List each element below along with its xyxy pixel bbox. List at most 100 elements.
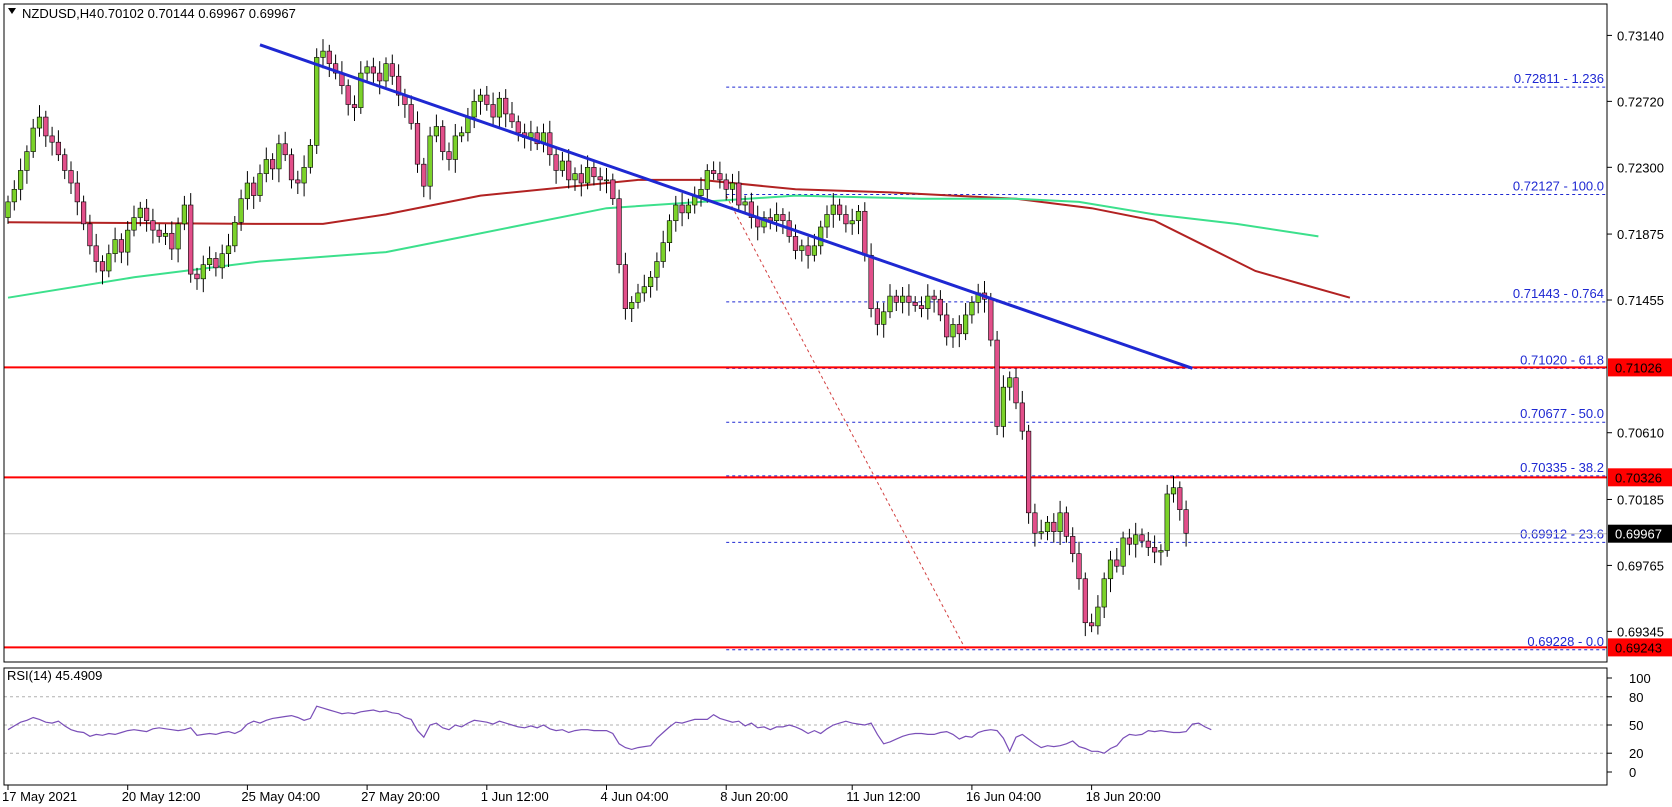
price-tick-label: 0.69765 xyxy=(1617,558,1664,573)
candle-body xyxy=(99,261,106,272)
candle-body xyxy=(276,143,282,170)
candle-body xyxy=(24,151,30,171)
candle-body xyxy=(874,308,880,325)
candle-body xyxy=(591,167,597,178)
candle-body xyxy=(830,204,836,215)
level-price-badge xyxy=(1608,468,1672,487)
candle-body xyxy=(1051,521,1057,532)
candle-body xyxy=(899,295,906,303)
candle-body xyxy=(969,302,975,316)
candle-body xyxy=(761,217,767,228)
candle-body xyxy=(925,295,931,309)
candle-body xyxy=(836,204,843,215)
candle-body xyxy=(194,273,200,280)
candle-body xyxy=(43,116,49,137)
candle-body xyxy=(887,295,893,313)
candle-body xyxy=(1089,622,1095,627)
candle-body xyxy=(1114,559,1120,567)
candle-body xyxy=(660,242,666,262)
candle-body xyxy=(351,104,358,108)
candle-body xyxy=(162,232,169,237)
time-tick-label: 18 Jun 20:00 xyxy=(1086,789,1161,804)
candle-body xyxy=(421,163,427,187)
candle-body xyxy=(1013,377,1019,404)
time-tick-label: 11 Jun 12:00 xyxy=(846,789,920,804)
candles xyxy=(5,39,1189,637)
fib-level-label: 0.69228 - 0.0 xyxy=(1527,634,1604,649)
fib-level-label: 0.72127 - 100.0 xyxy=(1513,178,1604,193)
candle-body xyxy=(578,173,584,184)
candle-body xyxy=(906,295,912,303)
candle-body xyxy=(269,159,276,170)
candle-body xyxy=(301,167,307,184)
candle-body xyxy=(446,151,452,160)
candle-body xyxy=(1120,537,1126,567)
candle-body xyxy=(377,72,383,82)
candle-body xyxy=(106,253,112,272)
candle-body xyxy=(818,226,824,247)
candle-body xyxy=(1177,487,1183,510)
fib-diagonal-line xyxy=(725,195,967,650)
moving-average-line xyxy=(7,178,1351,299)
candle-body xyxy=(1095,606,1101,627)
candle-body xyxy=(1139,534,1145,542)
main-plot: 0.72811 - 1.236 0.72127 - 100.0 0.71443 - … xyxy=(4,39,1607,651)
candle-body xyxy=(710,170,717,174)
candle-body xyxy=(1082,578,1088,624)
candle-body xyxy=(635,292,641,303)
fib-level-label: 0.70677 - 50.0 xyxy=(1520,406,1604,421)
candle-body xyxy=(931,295,937,300)
candle-body xyxy=(219,253,225,269)
candle-body xyxy=(723,179,729,190)
level-price-badge xyxy=(1608,358,1672,377)
candle-body xyxy=(213,258,219,269)
candle-body xyxy=(1145,540,1151,548)
candle-body xyxy=(679,204,685,214)
candle-body xyxy=(440,126,446,152)
candle-body xyxy=(232,221,238,247)
candle-body xyxy=(704,170,710,190)
candle-body xyxy=(263,159,269,174)
candle-body xyxy=(893,295,899,303)
candle-body xyxy=(824,214,830,228)
candle-body xyxy=(112,239,118,254)
candle-body xyxy=(1070,536,1076,554)
candle-body xyxy=(868,254,874,309)
rsi-line xyxy=(7,705,1212,754)
rsi-tick-label: 100 xyxy=(1629,671,1651,686)
candle-body xyxy=(748,201,754,218)
candle-body xyxy=(610,179,616,200)
candle-body xyxy=(307,145,314,168)
candle-body xyxy=(55,141,61,156)
candle-body xyxy=(1076,553,1082,580)
candle-body xyxy=(1007,377,1013,388)
current-price-label: 0.69967 xyxy=(1615,527,1662,542)
price-tick-label: 0.71455 xyxy=(1617,293,1664,308)
candle-body xyxy=(566,160,572,181)
candle-body xyxy=(503,97,509,115)
candle-body xyxy=(584,167,591,184)
symbol-header: NZDUSD,H4 xyxy=(22,6,96,21)
rsi-tick-label: 0 xyxy=(1629,765,1636,780)
candle-body xyxy=(490,104,496,118)
candle-body xyxy=(773,214,780,222)
candle-body xyxy=(629,302,635,309)
candle-body xyxy=(408,104,414,124)
candle-body xyxy=(358,72,364,108)
axes: 0.73140 0.72720 0.72300 0.71875 0.71455 0.706… xyxy=(2,3,1672,804)
candle-body xyxy=(496,97,503,118)
candle-body xyxy=(169,232,175,250)
candle-body xyxy=(1038,531,1044,534)
candle-body xyxy=(950,324,956,338)
candle-body xyxy=(477,94,484,102)
candle-body xyxy=(799,245,805,251)
candle-body xyxy=(93,245,99,262)
candle-body xyxy=(1000,386,1006,427)
rsi-tick-label: 50 xyxy=(1629,718,1643,733)
candle-body xyxy=(698,189,704,196)
candle-body xyxy=(811,245,817,256)
candle-body xyxy=(458,132,465,137)
candle-body xyxy=(131,217,137,231)
candle-body xyxy=(717,173,723,181)
candle-body xyxy=(736,182,742,206)
